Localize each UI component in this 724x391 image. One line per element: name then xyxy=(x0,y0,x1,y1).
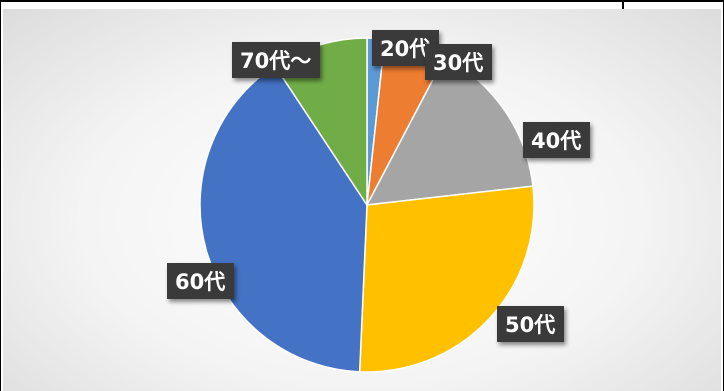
data-label-box xyxy=(167,263,234,299)
data-label-5: 60代 xyxy=(167,263,234,299)
frame-tick xyxy=(622,0,624,9)
data-label-4: 50代 xyxy=(497,306,564,342)
data-label-2: 30代 xyxy=(425,44,492,80)
data-label-text: 40代 xyxy=(531,129,581,153)
data-label-box xyxy=(523,122,590,158)
data-label-box xyxy=(497,306,564,342)
data-label-3: 40代 xyxy=(523,122,590,158)
pie-slice-4 xyxy=(358,185,535,373)
data-label-text: 50代 xyxy=(505,313,555,337)
data-label-box xyxy=(232,42,320,78)
chart-area: 20代 30代 40代 50代 60代 70代～ xyxy=(3,9,721,391)
data-label-text: 30代 xyxy=(433,51,483,75)
data-label-text: 70代～ xyxy=(240,49,311,73)
data-label-text: 20代 xyxy=(380,37,430,61)
data-label-box xyxy=(425,44,492,80)
data-label-6: 70代～ xyxy=(232,42,320,78)
data-label-text: 60代 xyxy=(175,270,225,294)
pie-slices xyxy=(199,37,535,373)
